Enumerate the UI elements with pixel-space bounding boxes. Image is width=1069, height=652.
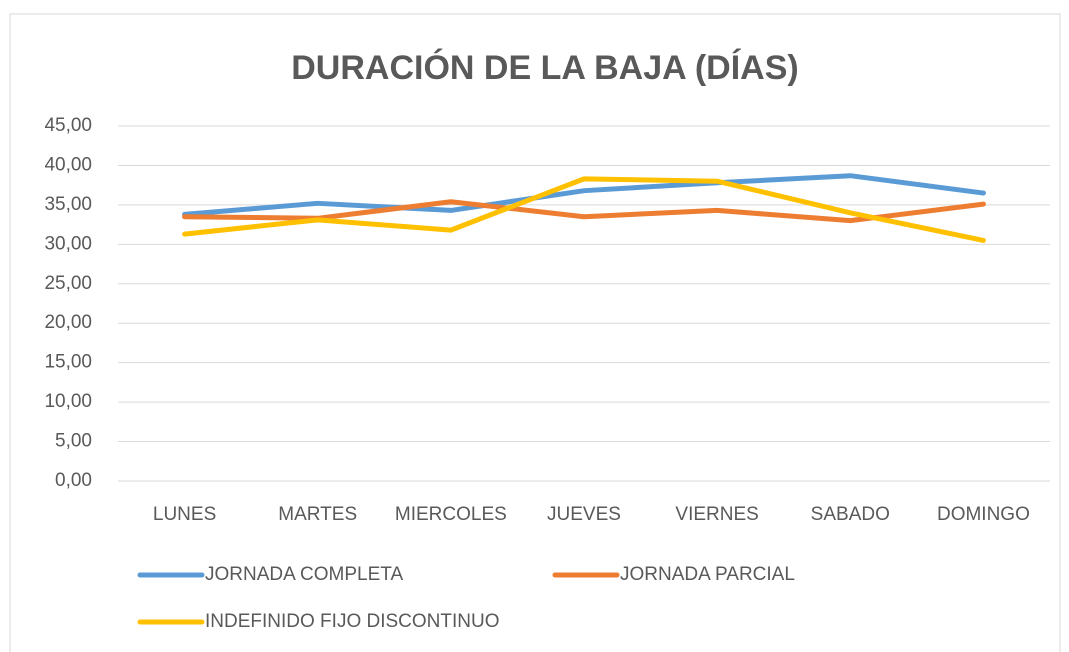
chart-title: DURACIÓN DE LA BAJA (DÍAS)	[291, 49, 798, 87]
x-tick-label: SABADO	[811, 504, 890, 525]
y-tick-label: 5,00	[55, 431, 92, 452]
legend-label: INDEFINIDO FIJO DISCONTINUO	[205, 611, 500, 632]
x-tick-label: DOMINGO	[937, 504, 1030, 525]
x-tick-label: MARTES	[278, 504, 357, 525]
x-tick-label: VIERNES	[675, 504, 758, 525]
x-tick-label: JUEVES	[547, 504, 621, 525]
y-tick-label: 30,00	[44, 233, 92, 254]
x-tick-label: MIERCOLES	[395, 504, 507, 525]
y-tick-label: 10,00	[44, 391, 92, 412]
series-line	[182, 176, 986, 243]
y-tick-label: 0,00	[55, 470, 92, 491]
legend-label: JORNADA PARCIAL	[620, 564, 795, 585]
y-tick-label: 35,00	[44, 194, 92, 215]
legend-label: JORNADA COMPLETA	[205, 564, 403, 585]
y-tick-label: 45,00	[44, 115, 92, 136]
y-tick-label: 20,00	[44, 312, 92, 333]
series-line	[182, 173, 986, 217]
y-tick-label: 25,00	[44, 273, 92, 294]
chart-frame	[9, 13, 1061, 652]
y-tick-label: 40,00	[44, 154, 92, 175]
y-tick-label: 15,00	[44, 352, 92, 373]
x-tick-label: LUNES	[153, 504, 216, 525]
